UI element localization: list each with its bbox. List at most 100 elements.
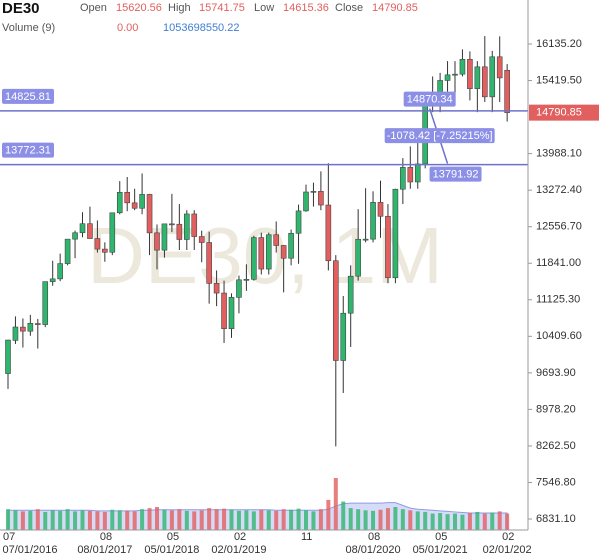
volume-bar [162,509,167,530]
x-tick-label: 11 [301,531,312,543]
volume-bar [244,510,249,530]
volume-bar [65,509,70,530]
volume-bar [296,508,301,530]
candle-body [12,326,19,341]
volume-bar [393,507,398,530]
volume-bar [378,509,383,530]
candle-body [385,215,391,279]
open-value: 15620.56 [116,2,162,14]
candle-body [444,74,451,81]
candle-body [273,234,280,246]
volume-bar [467,513,472,530]
open-label: Open [80,2,107,14]
candle-body [258,237,265,270]
volume-bar [199,510,204,530]
candle-body [131,202,138,209]
volume-bar [408,510,413,530]
volume-bar [80,510,85,530]
candle-body [191,213,198,237]
volume-bar [110,509,115,530]
candle-body [109,212,116,253]
volume-bar [430,513,435,530]
volume-bar [333,478,338,530]
volume-bar [281,509,286,530]
horizontal-line-label-bg [2,88,54,104]
y-tick-label: 8978.20 [536,403,576,415]
candle-body [228,297,235,329]
volume-bar [497,511,502,530]
candle-body [139,194,145,209]
volume-bar [385,508,390,530]
candle-body [489,56,496,98]
measure-end-bg [429,166,482,182]
candle-body [467,59,473,89]
volume-bar [184,510,189,530]
volume-bar [356,509,361,530]
y-tick-label: 6831.10 [536,513,576,525]
volume-bar [13,510,18,530]
volume-bar [192,511,197,530]
volume-bar [169,510,174,530]
x-tick-label: 05 [167,531,179,543]
volume-bar [460,514,465,530]
horizontal-line-label: 14825.81 [5,91,51,103]
candle-body [87,223,93,239]
x-tick-label: 05 [435,531,447,543]
candle-body [213,283,220,294]
y-tick-label: 11841.00 [536,257,581,269]
volume-bar [482,513,487,530]
volume-bar [304,510,308,530]
volume-bar [289,509,294,530]
y-tick-label: 10409.60 [536,330,582,342]
x-tick-label: 02 [502,531,514,543]
volume-bar [505,513,510,530]
volume-bar [490,512,495,530]
candle-body [184,213,190,240]
volume-bar [318,509,323,530]
volume-bar [326,499,331,530]
candle-body [340,312,347,361]
volume-bar [259,509,264,530]
candle-body [206,242,212,284]
candle-body [377,202,384,217]
volume-bar [73,511,78,530]
volume-bar [147,508,152,530]
volume-bar [311,511,316,530]
volume-bar [266,510,271,530]
candle-body [236,279,242,298]
volume-bar [140,509,145,530]
volume-value: 0.00 [117,22,138,34]
candle-body [347,275,354,314]
high-label: High [168,2,191,14]
candle-body [474,66,481,89]
x-date-label: 07/01/2016 [2,544,57,556]
volume-ma-value: 1053698550.22 [163,22,239,34]
candle-body [303,191,309,212]
measure-change-bg [384,128,495,144]
close-label: Close [335,2,363,14]
candle-body [362,238,369,241]
volume-bar [95,511,100,530]
candle-body [400,167,406,190]
x-tick-label: 02 [234,531,246,543]
candle-body [124,192,130,204]
volume-bar [222,508,227,530]
candle-body [407,167,414,183]
candle-body [280,245,287,259]
volume-bar [363,510,368,530]
y-tick-label: 7546.80 [536,476,576,488]
volume-bar [125,510,130,530]
candle-body [251,237,257,280]
low-value: 14615.36 [283,2,329,14]
candle-body [221,292,227,329]
measure-change-label: -1078.42 [-7.25215%] [387,130,493,142]
y-tick-label: 11125.30 [536,294,580,306]
volume-bar [438,513,443,530]
volume-bar [475,511,480,530]
horizontal-line-label-bg [2,142,54,158]
candle-body [57,263,63,280]
candle-body [318,191,324,206]
volume-bar [20,511,25,530]
candle-body [20,326,26,332]
